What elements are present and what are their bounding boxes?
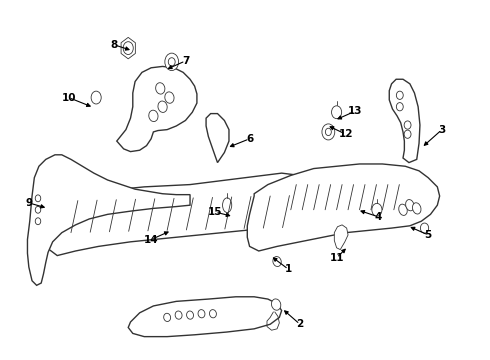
Ellipse shape	[399, 204, 407, 215]
Ellipse shape	[158, 101, 167, 112]
Ellipse shape	[91, 91, 101, 104]
Ellipse shape	[165, 92, 174, 103]
Text: 6: 6	[246, 134, 253, 144]
Ellipse shape	[404, 130, 411, 138]
Ellipse shape	[404, 121, 411, 129]
Text: 2: 2	[296, 319, 304, 329]
Text: 15: 15	[208, 207, 222, 217]
Polygon shape	[121, 37, 135, 59]
Ellipse shape	[156, 83, 165, 94]
Ellipse shape	[406, 199, 414, 211]
Ellipse shape	[413, 203, 421, 214]
Text: 9: 9	[25, 198, 32, 208]
Ellipse shape	[322, 124, 335, 140]
Ellipse shape	[420, 223, 429, 233]
Ellipse shape	[332, 106, 342, 119]
Ellipse shape	[168, 58, 175, 66]
Text: 14: 14	[144, 234, 158, 244]
Polygon shape	[128, 297, 282, 337]
Ellipse shape	[325, 128, 331, 136]
Ellipse shape	[35, 218, 41, 225]
Ellipse shape	[222, 198, 232, 212]
Polygon shape	[334, 225, 348, 249]
Ellipse shape	[198, 310, 205, 318]
Text: 1: 1	[285, 264, 292, 274]
Ellipse shape	[35, 206, 41, 213]
Ellipse shape	[175, 311, 182, 319]
Text: 12: 12	[339, 129, 353, 139]
Text: 3: 3	[439, 125, 445, 135]
Ellipse shape	[123, 42, 133, 54]
Ellipse shape	[165, 53, 178, 71]
Text: 13: 13	[348, 106, 362, 116]
Polygon shape	[48, 173, 327, 256]
Polygon shape	[206, 114, 229, 163]
Ellipse shape	[187, 311, 194, 319]
Ellipse shape	[35, 195, 41, 202]
Ellipse shape	[273, 257, 281, 266]
Ellipse shape	[396, 91, 403, 99]
Text: 10: 10	[61, 93, 76, 103]
Text: 7: 7	[182, 56, 189, 66]
Polygon shape	[27, 155, 190, 285]
Polygon shape	[247, 164, 440, 251]
Ellipse shape	[271, 299, 281, 310]
Text: 11: 11	[329, 253, 344, 263]
Ellipse shape	[372, 203, 382, 216]
Polygon shape	[389, 79, 420, 163]
Text: 8: 8	[111, 40, 118, 50]
Ellipse shape	[210, 310, 217, 318]
Ellipse shape	[149, 110, 158, 122]
Ellipse shape	[164, 313, 171, 321]
Text: 4: 4	[374, 212, 382, 222]
Ellipse shape	[396, 103, 403, 111]
Polygon shape	[117, 67, 197, 152]
Text: 5: 5	[424, 230, 432, 240]
